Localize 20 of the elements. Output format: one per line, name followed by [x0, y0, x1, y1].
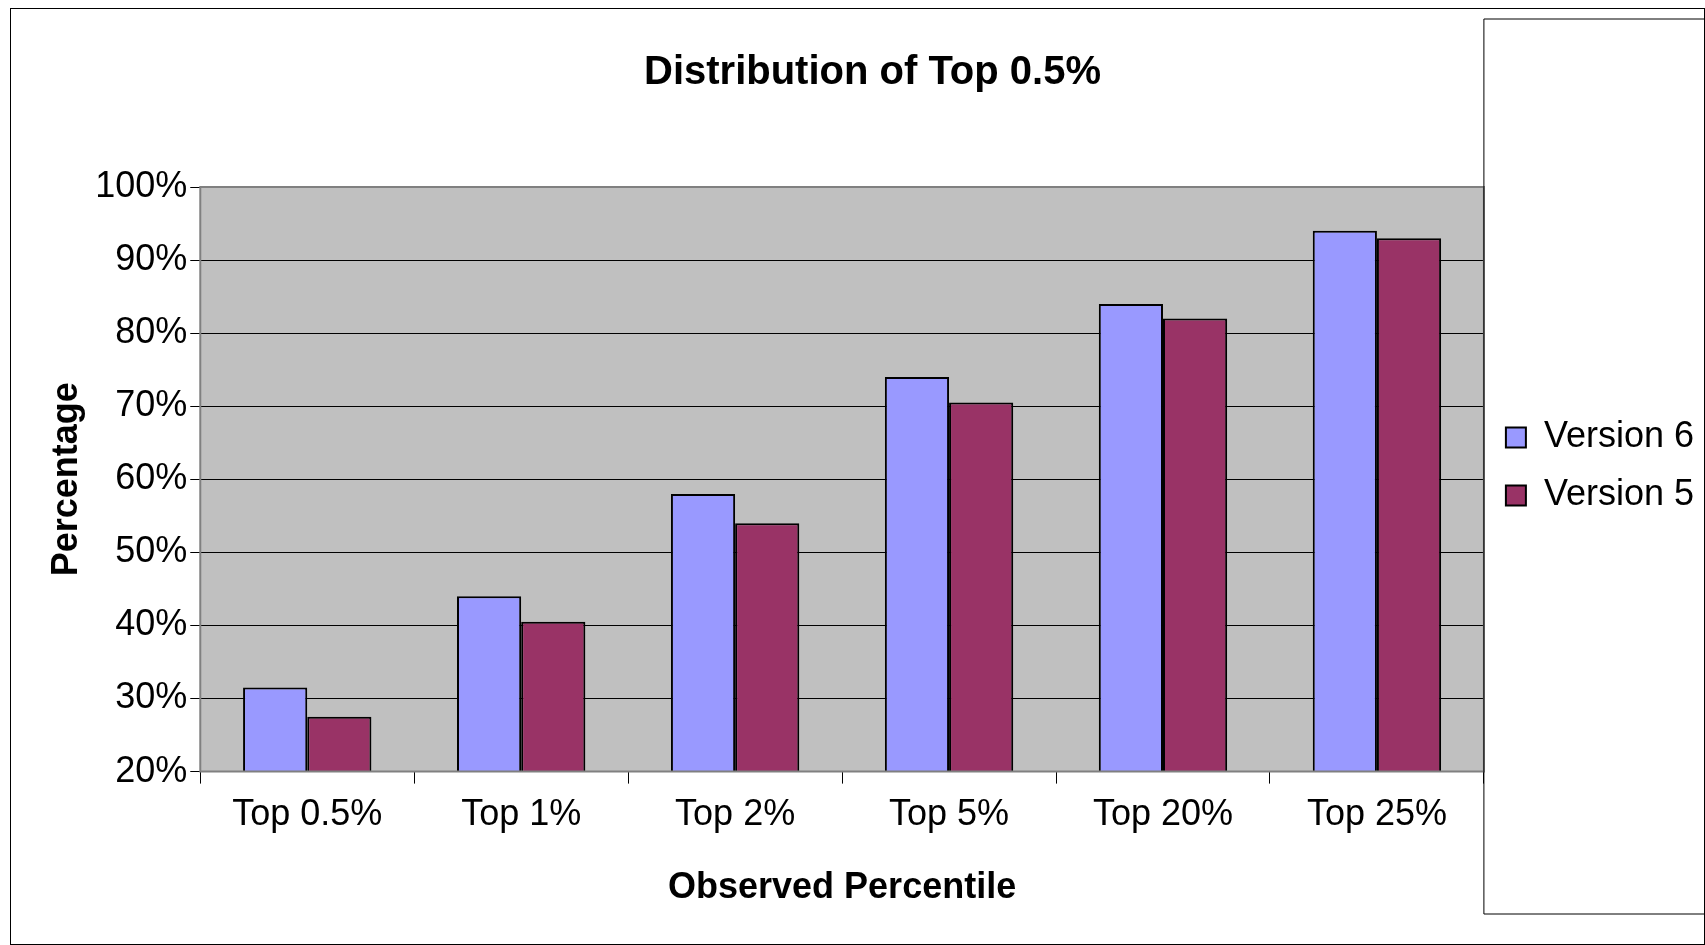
y-tick-label: 80%	[115, 310, 188, 352]
y-tick-label: 100%	[95, 163, 188, 205]
chart-title: Distribution of Top 0.5%	[643, 48, 1102, 93]
y-tick-label: 20%	[115, 748, 188, 790]
y-tick-label: 60%	[115, 456, 188, 498]
y-tick-label: 30%	[115, 675, 188, 717]
y-axis-title: Percentage	[43, 382, 85, 577]
y-tick-label: 40%	[115, 602, 188, 644]
x-tick-label: Top 1%	[461, 792, 582, 834]
x-tick-label: Top 20%	[1092, 792, 1234, 834]
y-tick-label: 70%	[115, 383, 188, 425]
x-tick-label: Top 5%	[889, 792, 1010, 834]
x-tick-label: Top 0.5%	[232, 792, 383, 834]
legend-label: Version 5	[1543, 472, 1695, 514]
legend-label: Version 6	[1543, 414, 1695, 456]
x-tick-label: Top 25%	[1306, 792, 1447, 834]
y-tick-label: 50%	[115, 529, 188, 571]
x-tick-label: Top 2%	[675, 792, 796, 834]
y-tick-label: 90%	[115, 237, 188, 278]
x-axis-title: Observed Percentile	[668, 865, 1017, 907]
